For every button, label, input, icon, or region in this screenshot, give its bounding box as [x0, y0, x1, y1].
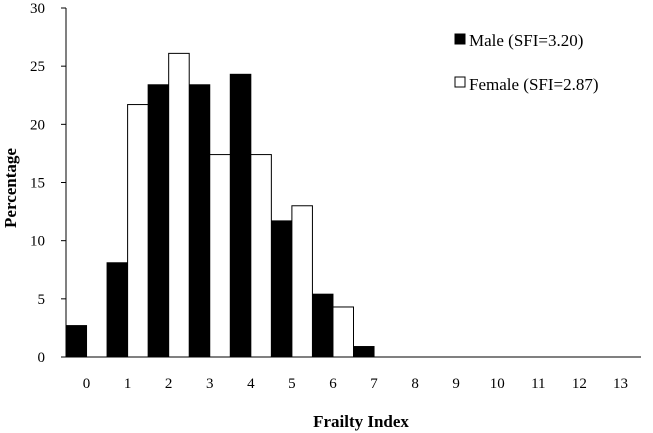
y-tick-label: 15: [30, 176, 45, 192]
y-tick-label: 20: [30, 117, 45, 133]
bar-female-2: [168, 52, 190, 358]
legend: Male (SFI=3.20) Female (SFI=2.87): [454, 31, 599, 94]
bar-female-4: [250, 154, 272, 358]
bars: [65, 52, 375, 358]
y-axis-ticks: 0 5 10 15 20 25 30: [30, 1, 66, 366]
x-tick-label: 10: [490, 376, 505, 392]
x-tick-label: 5: [288, 376, 296, 392]
bar-female-1: [127, 104, 149, 358]
x-tick-label: 4: [247, 376, 255, 392]
x-tick-label: 13: [613, 376, 628, 392]
bar-female-6: [332, 306, 355, 358]
x-tick-label: 0: [83, 376, 91, 392]
bar-male-6: [311, 293, 334, 358]
bar-male-7: [353, 346, 375, 358]
x-tick-label: 6: [329, 376, 337, 392]
bar-male-1: [106, 262, 129, 358]
bar-male-0: [65, 325, 88, 358]
x-tick-label: 1: [124, 376, 132, 392]
y-tick-label: 0: [38, 350, 46, 366]
legend-swatch-male: [454, 33, 466, 45]
bar-female-5: [291, 205, 313, 358]
x-tick-label: 7: [370, 376, 378, 392]
bar-female-3: [209, 154, 231, 358]
x-tick-label: 11: [531, 376, 545, 392]
x-tick-label: 2: [165, 376, 173, 392]
bar-male-3: [188, 84, 211, 358]
x-tick-label: 12: [572, 376, 587, 392]
x-tick-label: 3: [206, 376, 214, 392]
y-tick-label: 5: [38, 292, 46, 308]
legend-label-male: Male (SFI=3.20): [469, 31, 583, 50]
x-axis-title: Frailty Index: [313, 412, 409, 431]
y-tick-label: 25: [30, 59, 45, 75]
y-axis-title: Percentage: [1, 148, 20, 228]
x-axis-ticks: 0 1 2 3 4 5 6 7 8 9 10 11 12 13: [83, 376, 628, 392]
bar-male-5: [270, 220, 293, 358]
legend-label-female: Female (SFI=2.87): [469, 75, 599, 94]
bar-male-4: [229, 73, 252, 358]
y-tick-label: 10: [30, 234, 45, 250]
bar-male-2: [147, 84, 170, 358]
x-tick-label: 8: [411, 376, 419, 392]
y-tick-label: 30: [30, 1, 45, 17]
x-tick-label: 9: [452, 376, 460, 392]
legend-swatch-female: [454, 76, 466, 88]
